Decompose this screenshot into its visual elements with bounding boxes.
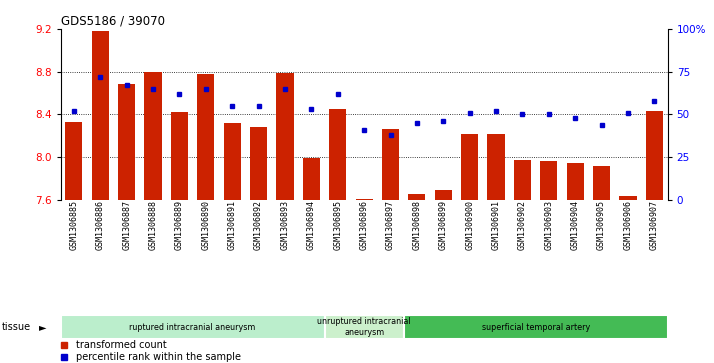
Bar: [144, 72, 161, 200]
Text: GSM1306891: GSM1306891: [228, 200, 237, 250]
Text: GSM1306905: GSM1306905: [597, 200, 606, 250]
Bar: [540, 161, 558, 200]
Text: percentile rank within the sample: percentile rank within the sample: [76, 352, 241, 362]
Bar: [646, 111, 663, 200]
Text: tissue: tissue: [2, 322, 31, 333]
Text: GSM1306893: GSM1306893: [281, 200, 289, 250]
Text: ruptured intracranial aneurysm: ruptured intracranial aneurysm: [129, 323, 256, 331]
Text: GSM1306903: GSM1306903: [544, 200, 553, 250]
Text: GSM1306907: GSM1306907: [650, 200, 659, 250]
Bar: [567, 163, 584, 200]
Bar: [276, 73, 293, 200]
Text: GSM1306889: GSM1306889: [175, 200, 184, 250]
Bar: [91, 31, 109, 200]
Text: GSM1306895: GSM1306895: [333, 200, 342, 250]
Bar: [65, 122, 82, 200]
Text: GSM1306885: GSM1306885: [69, 200, 79, 250]
Text: GSM1306896: GSM1306896: [360, 200, 368, 250]
Bar: [488, 134, 505, 200]
Text: GSM1306900: GSM1306900: [466, 200, 474, 250]
Text: GSM1306898: GSM1306898: [413, 200, 421, 250]
Text: GSM1306899: GSM1306899: [439, 200, 448, 250]
Bar: [620, 196, 637, 200]
Bar: [593, 166, 610, 200]
Text: unruptured intracranial
aneurysm: unruptured intracranial aneurysm: [317, 317, 411, 337]
Text: GSM1306888: GSM1306888: [149, 200, 158, 250]
Bar: [61, 315, 325, 339]
Text: GSM1306894: GSM1306894: [307, 200, 316, 250]
Bar: [329, 109, 346, 200]
Bar: [197, 74, 214, 200]
Bar: [325, 315, 403, 339]
Text: GSM1306904: GSM1306904: [570, 200, 580, 250]
Text: GSM1306892: GSM1306892: [254, 200, 263, 250]
Text: GSM1306901: GSM1306901: [491, 200, 501, 250]
Bar: [356, 199, 373, 200]
Text: transformed count: transformed count: [76, 340, 166, 350]
Bar: [118, 85, 135, 200]
Bar: [171, 112, 188, 200]
Text: GDS5186 / 39070: GDS5186 / 39070: [61, 15, 165, 28]
Text: GSM1306897: GSM1306897: [386, 200, 395, 250]
Text: GSM1306906: GSM1306906: [623, 200, 633, 250]
Bar: [435, 190, 452, 200]
Bar: [408, 194, 426, 200]
Bar: [382, 129, 399, 200]
Text: ►: ►: [39, 322, 47, 333]
Bar: [303, 158, 320, 200]
Bar: [461, 134, 478, 200]
Text: superficial temporal artery: superficial temporal artery: [481, 323, 590, 331]
Bar: [514, 160, 531, 200]
Text: GSM1306902: GSM1306902: [518, 200, 527, 250]
Text: GSM1306886: GSM1306886: [96, 200, 105, 250]
Bar: [250, 127, 267, 200]
Text: GSM1306890: GSM1306890: [201, 200, 211, 250]
Bar: [403, 315, 668, 339]
Bar: [223, 123, 241, 200]
Text: GSM1306887: GSM1306887: [122, 200, 131, 250]
